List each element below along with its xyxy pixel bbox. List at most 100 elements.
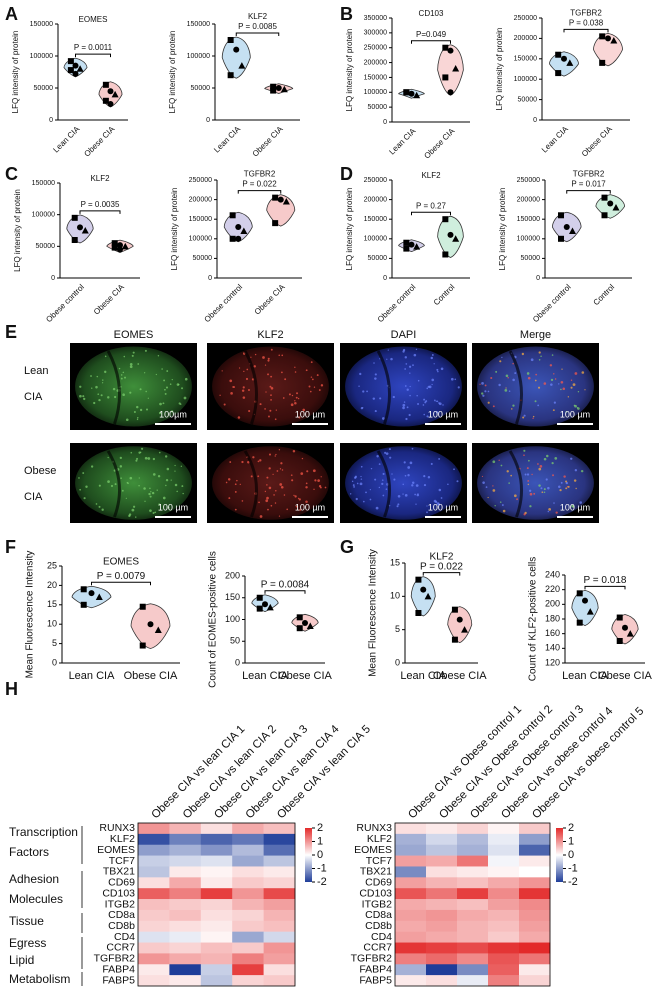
speckle: [530, 358, 534, 362]
speckle: [492, 489, 496, 492]
point: [451, 606, 458, 613]
speckle: [314, 479, 317, 482]
heatmap-cell: [232, 844, 264, 856]
point: [256, 594, 263, 601]
colorbar-label: 0: [568, 849, 574, 861]
point: [227, 72, 234, 79]
speckle: [294, 366, 296, 368]
speckle: [139, 451, 142, 454]
row-group-label: Tissue: [9, 914, 44, 928]
point: [67, 67, 74, 74]
speckle: [123, 355, 126, 358]
point: [408, 90, 415, 97]
x-tick-label: Obese CIA: [580, 124, 615, 159]
heatmap-cell: [457, 866, 489, 878]
row-label: CCR7: [363, 942, 392, 954]
row-group-label: Egress: [9, 936, 46, 950]
speckle: [385, 488, 388, 490]
column-label: Obese CIA vs Obese control 1: [406, 703, 524, 821]
heatmap-cell: [395, 899, 427, 911]
point: [235, 235, 242, 242]
speckle: [490, 376, 493, 380]
p-value: P=0.049: [416, 30, 447, 39]
speckle: [122, 393, 125, 397]
tissue: [212, 446, 329, 520]
heatmap-cell: [426, 899, 458, 911]
speckle: [95, 385, 98, 389]
speckle: [570, 379, 573, 381]
y-tick-label: 150000: [30, 21, 53, 28]
y-tick-label: 100000: [187, 53, 210, 60]
speckle: [437, 503, 441, 506]
point: [72, 62, 79, 69]
heatmap-cell: [169, 953, 202, 965]
heatmap-cell: [395, 844, 427, 856]
speckle: [127, 482, 129, 485]
heatmap-cell: [395, 855, 427, 867]
speckle: [579, 501, 583, 504]
speckle: [305, 486, 308, 489]
significance-bracket: [566, 190, 611, 194]
point: [229, 235, 236, 242]
y-axis-label: LFQ intensity of protein: [168, 31, 177, 114]
point: [229, 212, 236, 219]
point: [558, 235, 565, 242]
heatmap-cell: [200, 877, 233, 889]
speckle: [267, 508, 269, 511]
speckle: [264, 364, 267, 366]
speckle: [360, 465, 363, 468]
speckle: [100, 394, 103, 397]
speckle: [293, 494, 295, 497]
speckle: [234, 483, 237, 486]
speckle: [514, 372, 517, 375]
heatmap-cell: [263, 855, 296, 867]
row-label: FABP5: [359, 974, 392, 986]
heatmap-cell: [232, 909, 264, 922]
y-tick-label: 50000: [193, 255, 213, 262]
x-tick-label: Obese control: [44, 282, 86, 324]
speckle: [83, 497, 86, 500]
speckle: [442, 404, 444, 406]
y-tick-label: 220: [545, 584, 560, 594]
point: [555, 70, 562, 77]
point: [111, 240, 118, 247]
y-tick-label: 150000: [187, 21, 210, 28]
point: [282, 198, 290, 205]
scale-bar-label: 100 µm: [295, 502, 325, 512]
point: [442, 251, 449, 258]
speckle: [431, 378, 435, 382]
point: [266, 603, 274, 611]
speckle: [523, 454, 525, 456]
speckle: [151, 491, 155, 495]
speckle: [270, 348, 273, 351]
row-label: CIA: [24, 391, 43, 403]
heatmap-cell: [426, 888, 458, 900]
y-tick-label: 160: [545, 628, 560, 638]
colorbar-label: -2: [317, 876, 327, 888]
speckle: [162, 496, 166, 500]
speckle: [148, 492, 151, 496]
speckle: [430, 356, 434, 360]
heatmap-cell: [488, 942, 520, 954]
speckle: [487, 401, 490, 404]
speckle: [83, 397, 86, 401]
y-tick-label: 200000: [517, 196, 540, 203]
speckle: [125, 497, 127, 499]
speckle: [425, 400, 428, 403]
speckle: [374, 377, 377, 380]
y-tick-label: 100000: [364, 236, 387, 243]
heatmap-cell: [488, 953, 520, 965]
y-tick-label: 100000: [364, 89, 387, 96]
heatmap-cell: [426, 975, 458, 987]
point: [568, 227, 576, 234]
speckle: [431, 354, 434, 356]
speckle: [538, 484, 541, 487]
speckle: [414, 493, 416, 496]
heatmap-cell: [519, 833, 551, 846]
p-value: P = 0.0011: [74, 43, 113, 52]
y-tick-label: 5: [395, 624, 400, 634]
speckle: [384, 451, 387, 454]
speckle: [133, 410, 136, 413]
speckle: [553, 373, 555, 375]
